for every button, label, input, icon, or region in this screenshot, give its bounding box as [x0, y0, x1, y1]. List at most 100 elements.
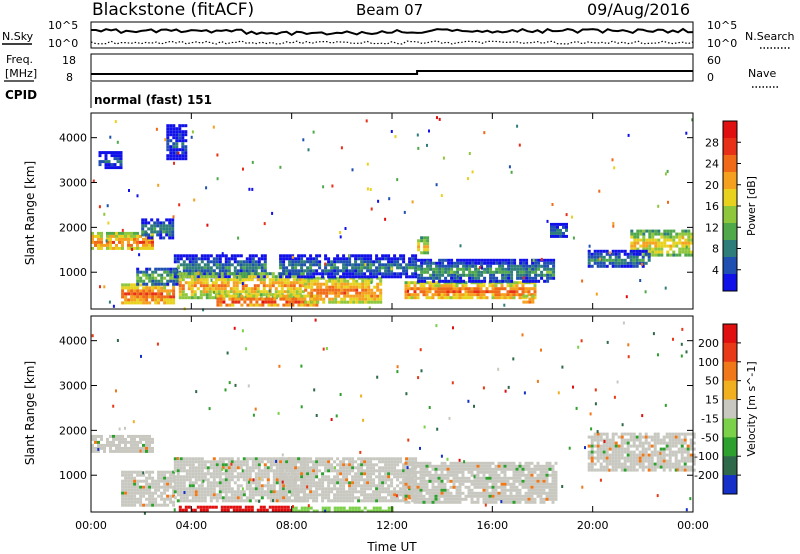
data-cell	[515, 290, 519, 294]
data-cell	[369, 254, 373, 258]
data-cell	[118, 246, 121, 250]
data-cell	[656, 453, 660, 457]
data-cell	[657, 250, 661, 254]
data-cell	[665, 447, 669, 451]
data-cell	[675, 241, 679, 245]
data-cell	[473, 290, 477, 294]
data-cell	[303, 466, 307, 470]
data-cell	[142, 243, 145, 247]
data-cell	[303, 303, 307, 307]
data-cell	[260, 496, 264, 500]
data-cell	[151, 503, 155, 507]
data-cell	[614, 432, 618, 436]
data-cell	[215, 481, 219, 485]
data-cell	[680, 456, 684, 460]
data-cell	[230, 490, 234, 494]
data-cell	[623, 438, 627, 442]
data-cell	[551, 485, 555, 489]
data-cell	[342, 275, 346, 279]
data-cell	[411, 275, 415, 279]
data-cell	[250, 275, 254, 279]
data-cell	[468, 258, 472, 262]
data-cell	[115, 246, 118, 250]
data-cell	[346, 288, 350, 292]
data-cell	[315, 481, 319, 485]
data-cell	[559, 231, 562, 235]
data-cell	[666, 229, 670, 233]
data-cell	[130, 231, 133, 235]
data-cell	[269, 466, 273, 470]
data-cell	[687, 235, 691, 239]
data-cell	[318, 254, 322, 258]
data-cell	[227, 472, 231, 476]
data-cell	[139, 298, 143, 302]
colorbar-segment	[723, 223, 737, 241]
data-cell	[410, 281, 414, 285]
data-cell	[587, 249, 591, 253]
data-cell	[342, 269, 346, 273]
data-cell	[257, 481, 261, 485]
data-cell	[459, 258, 463, 262]
data-cell	[498, 270, 502, 274]
data-cell	[410, 293, 414, 297]
data-cell	[251, 496, 255, 500]
data-cell	[459, 279, 463, 283]
scatter-echo	[279, 165, 282, 169]
data-cell	[461, 491, 465, 495]
data-cell	[200, 475, 204, 479]
data-cell	[259, 290, 263, 294]
data-cell	[666, 253, 670, 257]
data-cell	[367, 288, 371, 292]
data-cell	[300, 466, 304, 470]
scatter-echo	[213, 290, 215, 294]
data-cell	[283, 290, 287, 294]
data-cell	[608, 441, 612, 445]
data-cell	[504, 267, 508, 271]
data-cell	[254, 499, 258, 503]
data-cell	[294, 294, 298, 298]
data-cell	[212, 260, 216, 264]
data-cell	[626, 465, 630, 469]
data-cell	[294, 263, 298, 267]
data-cell	[626, 432, 630, 436]
data-cell	[410, 494, 414, 498]
data-cell	[227, 490, 231, 494]
data-cell	[279, 490, 283, 494]
data-cell	[145, 267, 149, 271]
data-cell	[674, 441, 678, 445]
data-cell	[130, 479, 134, 483]
data-cell	[142, 279, 146, 283]
data-cell	[351, 263, 355, 267]
data-cell	[447, 270, 451, 274]
data-cell	[464, 476, 468, 480]
data-cell	[236, 487, 240, 491]
data-cell	[372, 463, 376, 467]
data-cell	[175, 142, 179, 146]
data-cell	[343, 300, 347, 304]
data-cell	[267, 303, 271, 307]
data-cell	[494, 284, 498, 288]
data-cell	[199, 296, 203, 300]
data-cell	[687, 241, 691, 245]
data-cell	[632, 453, 636, 457]
data-cell	[148, 500, 152, 504]
data-cell	[608, 459, 612, 463]
data-cell	[651, 232, 655, 236]
scatter-echo	[212, 125, 215, 129]
data-cell	[285, 463, 289, 467]
data-cell	[479, 296, 483, 300]
data-cell	[153, 221, 157, 225]
data-cell	[404, 281, 408, 285]
data-cell	[605, 438, 609, 442]
data-cell	[294, 487, 298, 491]
data-cell	[423, 242, 427, 246]
data-cell	[185, 475, 189, 479]
data-cell	[245, 472, 249, 476]
data-cell	[297, 269, 301, 273]
data-cell	[188, 490, 192, 494]
data-cell	[531, 300, 535, 304]
data-cell	[91, 434, 94, 438]
data-cell	[611, 447, 615, 451]
data-cell	[456, 261, 460, 265]
data-cell	[623, 432, 627, 436]
